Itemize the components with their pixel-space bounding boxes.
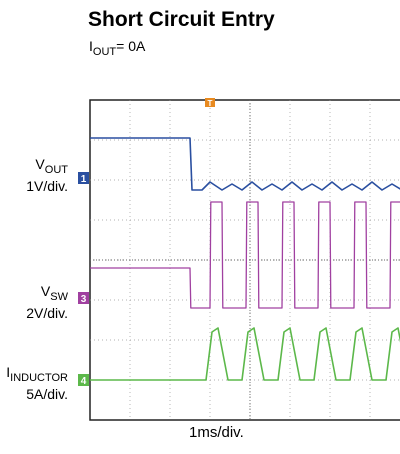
iinductor-name: IINDUCTOR	[6, 364, 68, 384]
vout-label: VOUT 1V/div.	[26, 156, 68, 194]
channel-markers: 1 3 4 T	[78, 98, 215, 387]
trace-sw	[90, 201, 400, 309]
vsw-label: VSW 2V/div.	[26, 283, 68, 321]
channel-marker-4: 4	[78, 374, 89, 387]
vsw-name: VSW	[40, 283, 68, 303]
chart-subtitle: IOUT= 0A	[89, 38, 145, 58]
traces	[90, 137, 400, 381]
time-per-division: 1ms/div.	[189, 424, 244, 441]
channel-marker-1: 1	[78, 172, 89, 185]
channel-marker-text: 4	[81, 376, 87, 387]
channel-marker-text: 1	[81, 174, 87, 185]
subtitle-suffix: = 0A	[116, 38, 146, 54]
vout-name: VOUT	[35, 156, 68, 176]
channel-marker-box	[78, 172, 89, 184]
trigger-marker-text: T	[208, 99, 213, 108]
plot-frame	[89, 99, 400, 421]
channel-marker-3: 3	[78, 292, 89, 305]
channel-marker-text: 3	[81, 294, 87, 305]
iinductor-scale: 5A/div.	[26, 385, 68, 402]
iinductor-label: IINDUCTOR 5A/div.	[6, 364, 68, 402]
subtitle-sub: OUT	[92, 45, 117, 58]
trigger-marker-box	[205, 98, 215, 107]
trace-out	[90, 137, 400, 191]
channel-marker-box	[78, 292, 89, 304]
subtitle-prefix: I	[89, 38, 93, 54]
channel-marker-box	[78, 374, 89, 386]
chart-title: Short Circuit Entry	[88, 8, 275, 31]
graticule	[90, 100, 400, 420]
vout-scale: 1V/div.	[26, 177, 68, 194]
vsw-scale: 2V/div.	[26, 304, 68, 321]
trace-inductor	[90, 327, 400, 381]
